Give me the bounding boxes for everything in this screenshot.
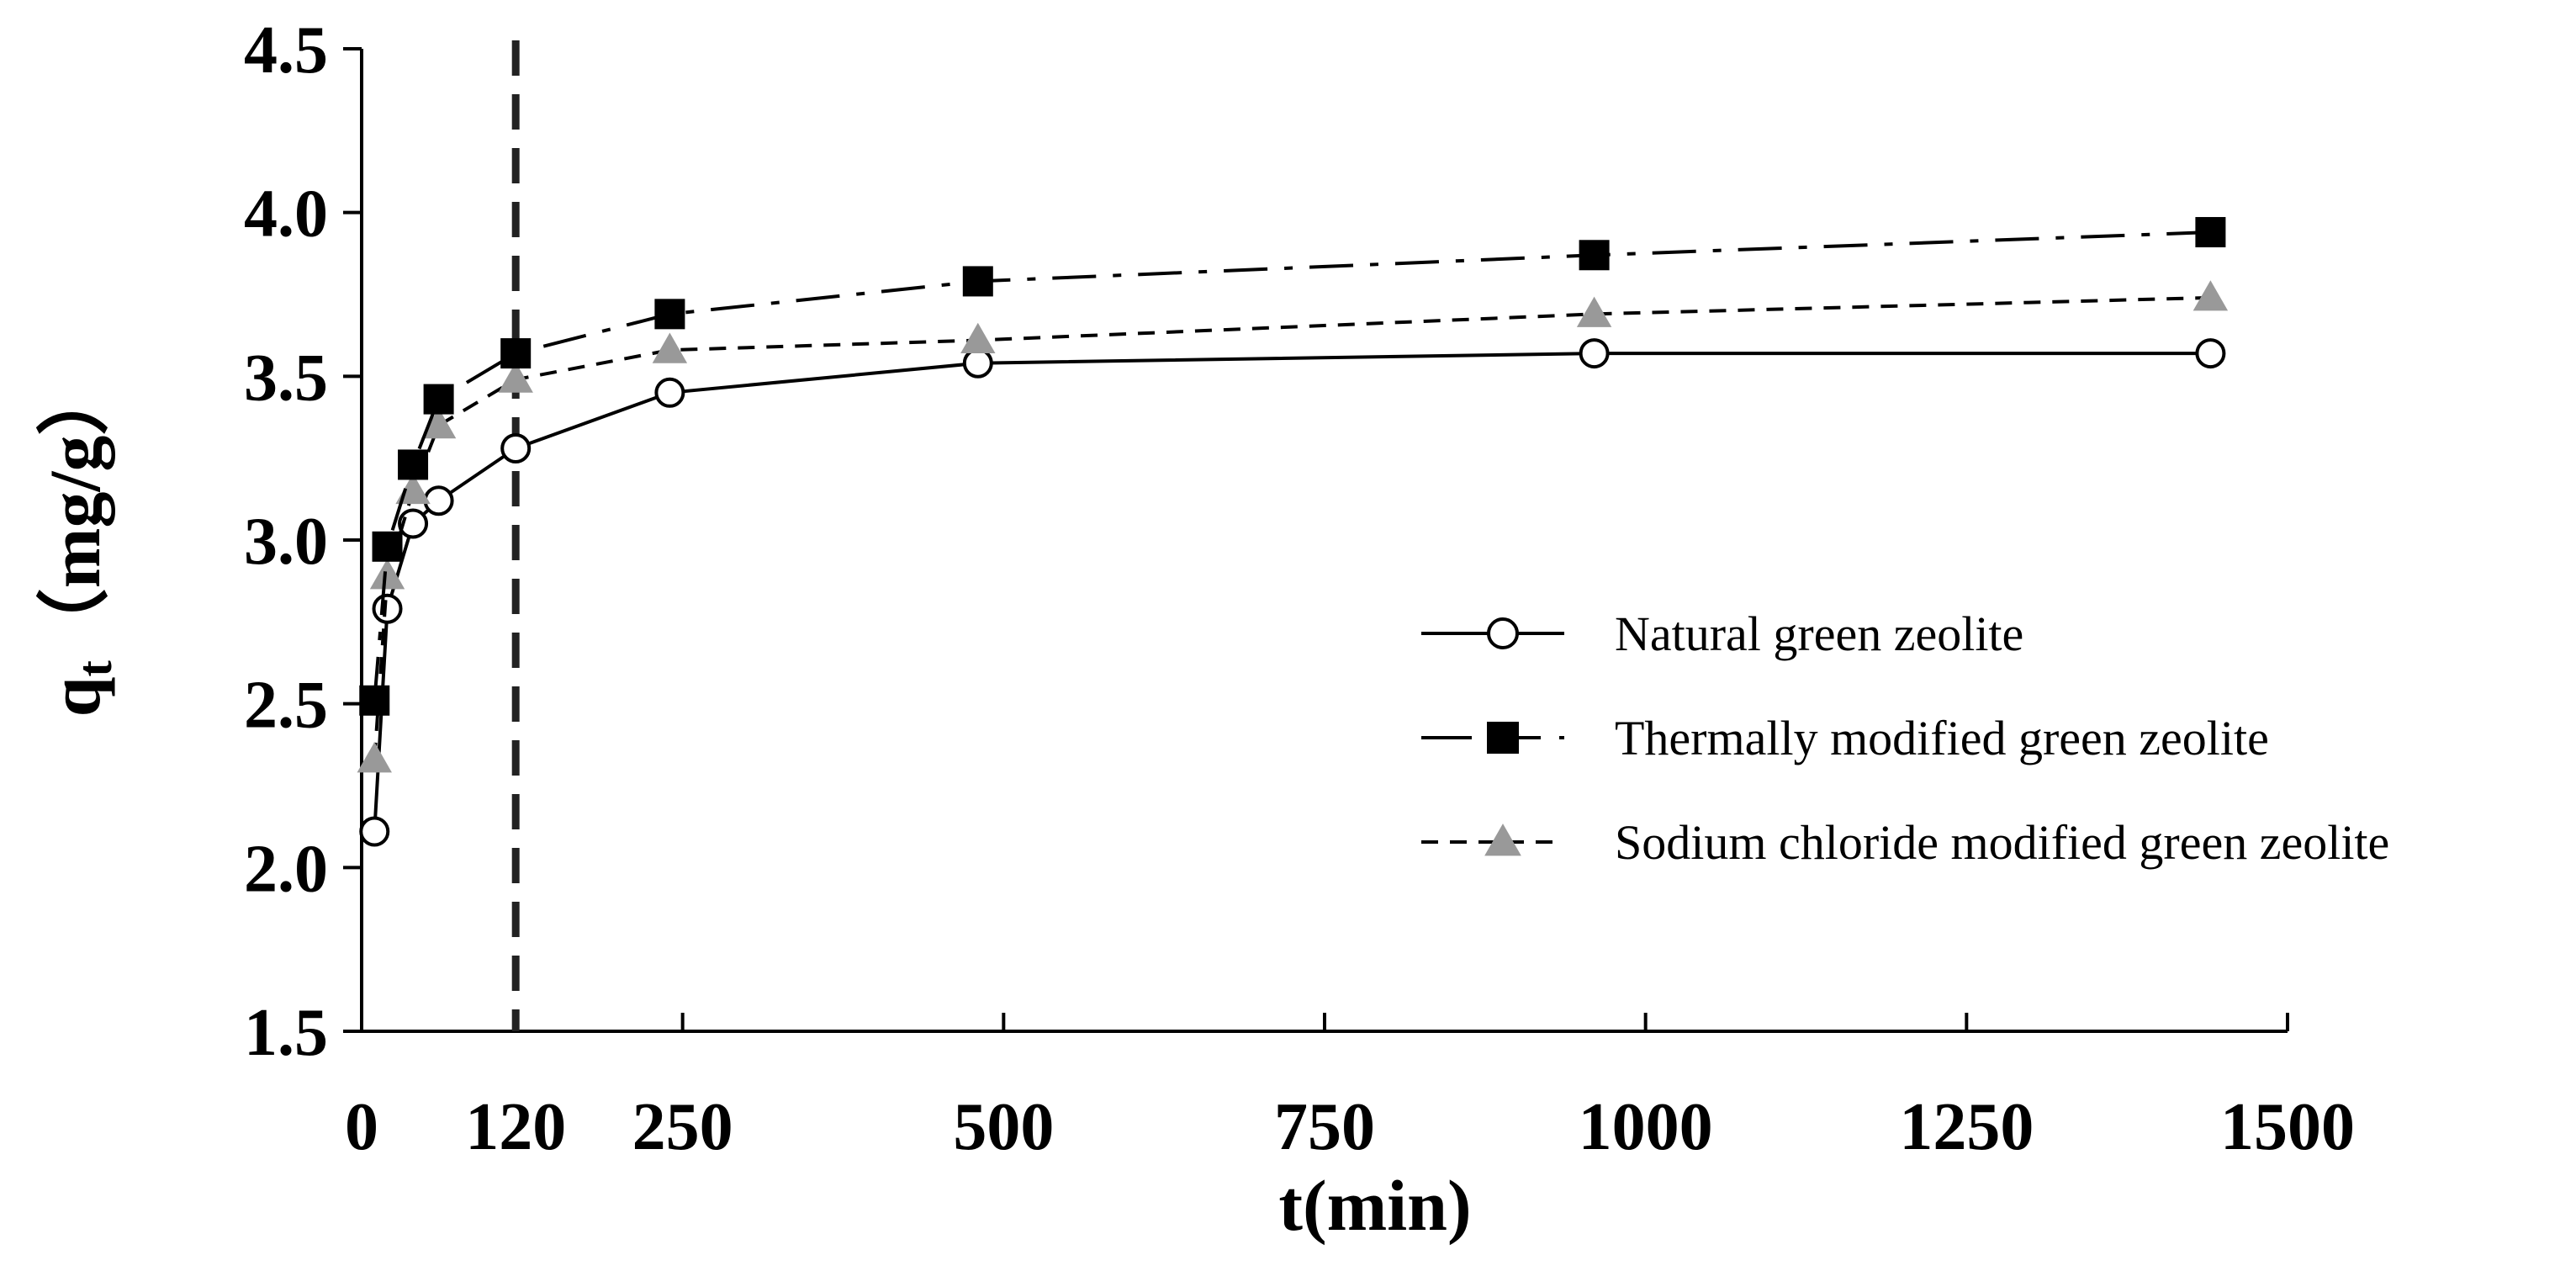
y-tick-label: 4.0 (244, 177, 328, 252)
legend-marker (1484, 824, 1521, 856)
data-point (421, 408, 457, 439)
y-axis-title-subscript: t (67, 660, 122, 677)
y-axis-title-text: qt（mg/g） (34, 363, 122, 718)
data-point (2195, 338, 2226, 369)
data-point (2193, 280, 2229, 311)
data-point (500, 432, 532, 463)
data-point (423, 384, 454, 415)
legend-label: Sodium chloride modified green zeolite (1615, 815, 2389, 870)
x-tick-label: 1500 (2220, 1090, 2355, 1164)
data-point (1579, 338, 1610, 369)
x-tick-label: 1250 (1899, 1090, 2034, 1164)
data-point (1576, 296, 1612, 327)
y-axis-title-unit: （mg/g） (34, 363, 115, 661)
x-tick-label: 500 (953, 1090, 1054, 1164)
x-axis-title: t(min) (1278, 1165, 1471, 1246)
data-point (960, 322, 996, 354)
x-tick-label: 120 (465, 1090, 566, 1164)
legend: Natural green zeolite Thermally modified … (1421, 606, 2389, 870)
series-natural (359, 338, 2226, 847)
x-tick-label: 750 (1274, 1090, 1375, 1164)
y-axis-title-symbol: q (34, 676, 115, 717)
legend-marker (1487, 617, 1519, 649)
series-line (373, 295, 2211, 760)
data-point (398, 449, 429, 480)
legend-item: Natural green zeolite (1421, 606, 2023, 661)
data-point (654, 377, 685, 408)
data-point (359, 685, 390, 716)
y-tick-label: 3.5 (244, 341, 328, 415)
y-tick-label: 2.5 (244, 669, 328, 743)
data-point (962, 347, 993, 379)
x-tick-label: 0 (345, 1090, 378, 1164)
data-point (2195, 217, 2226, 248)
x-tick-label: 1000 (1579, 1090, 1713, 1164)
y-axis-title: qt（mg/g） (34, 363, 122, 718)
data-point (372, 531, 403, 562)
data-point (423, 485, 454, 516)
data-point (398, 508, 429, 539)
legend-marker (1487, 722, 1519, 754)
data-point (498, 362, 533, 393)
data-point (357, 742, 392, 773)
legend-label: Natural green zeolite (1615, 606, 2023, 661)
y-tick-label: 1.5 (244, 996, 328, 1070)
data-point (500, 338, 532, 369)
axes: 1.5 2.0 2.5 3.0 3.5 4.0 4.5 0 120 250 500 750 1000 12… (244, 13, 2355, 1164)
legend-item: Thermally modified green zeolite (1421, 711, 2269, 765)
legend-item: Sodium chloride modified green zeolite (1421, 815, 2389, 870)
data-point (369, 559, 405, 590)
y-tick-label: 4.5 (244, 13, 328, 87)
legend-label: Thermally modified green zeolite (1615, 711, 2269, 765)
series-layer (357, 217, 2229, 847)
data-point (654, 299, 685, 330)
series-thermal (359, 217, 2226, 716)
data-point (1579, 240, 1610, 271)
x-tick-label: 250 (632, 1090, 733, 1164)
data-point (652, 332, 688, 363)
data-point (359, 816, 390, 847)
y-tick-label: 3.0 (244, 505, 328, 579)
data-point (372, 593, 403, 624)
y-tick-label: 2.0 (244, 832, 328, 906)
data-point (962, 266, 993, 297)
series-line (373, 230, 2211, 701)
